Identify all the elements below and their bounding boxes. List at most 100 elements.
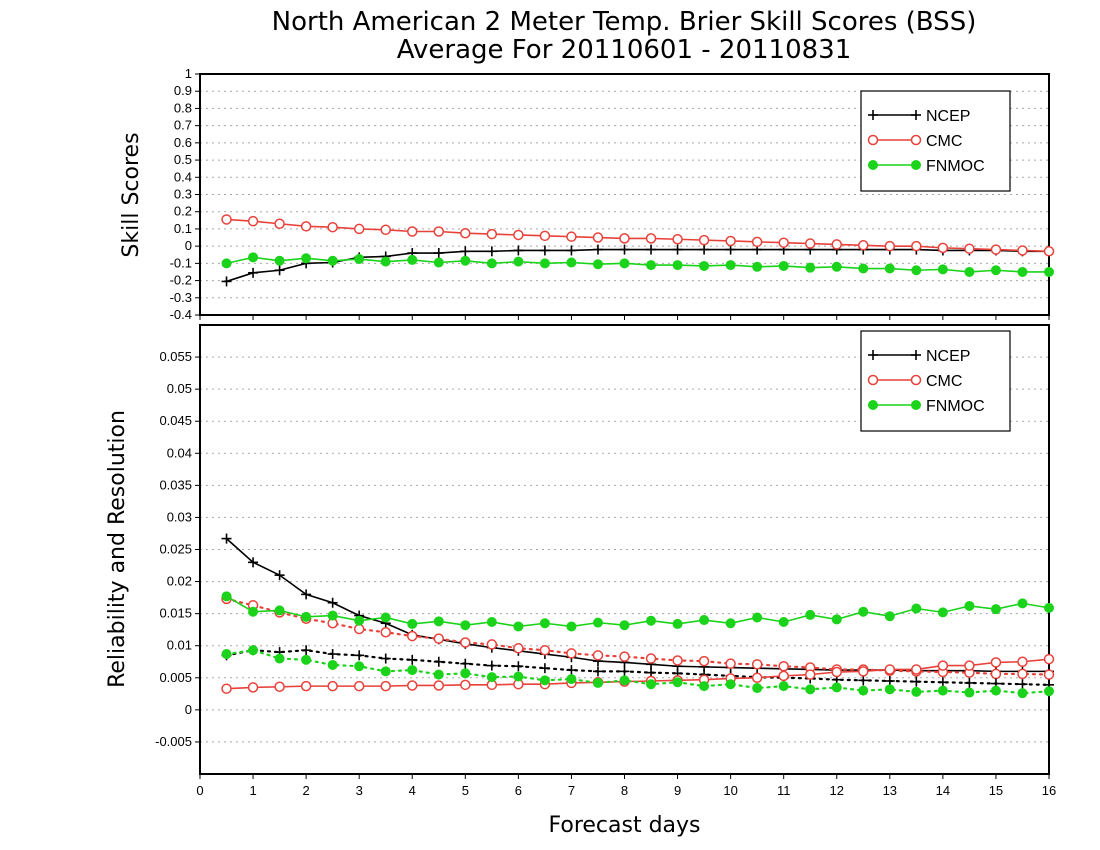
data-point-fnmoc [699, 681, 710, 692]
data-point-cmc [751, 659, 763, 670]
x-tick-label: 9 [674, 783, 681, 798]
data-point-fnmoc [619, 675, 630, 686]
data-point-cmc [221, 683, 232, 694]
legend-label-cmc: CMC [926, 373, 962, 390]
data-point-ncep [460, 658, 471, 669]
data-point-fnmoc [672, 677, 683, 688]
data-point-cmc [513, 229, 524, 241]
data-point-fnmoc [433, 616, 444, 627]
data-point-ncep [301, 589, 312, 600]
data-point-cmc [698, 655, 710, 667]
data-point-fnmoc [248, 645, 259, 656]
data-point-fnmoc [221, 649, 232, 660]
y-tick-label: 0.045 [159, 413, 192, 428]
data-point-fnmoc [433, 669, 444, 680]
data-point-ncep [407, 654, 418, 665]
data-point-fnmoc [805, 684, 816, 695]
legend-marker [910, 134, 922, 146]
data-point-fnmoc [990, 685, 1001, 696]
data-point-cmc [486, 228, 498, 240]
x-tick-label: 6 [515, 783, 522, 798]
data-point-cmc [380, 680, 391, 692]
data-point-fnmoc [539, 618, 550, 629]
data-point-fnmoc [301, 253, 312, 264]
data-point-fnmoc [805, 262, 816, 273]
data-point-cmc [990, 657, 1002, 668]
data-point-cmc [990, 244, 1002, 255]
data-point-ncep [646, 244, 657, 255]
data-point-fnmoc [646, 615, 657, 626]
data-point-fnmoc [911, 686, 922, 697]
data-point-cmc [990, 668, 1002, 680]
data-point-ncep [858, 675, 869, 686]
data-point-cmc [300, 221, 312, 232]
data-point-fnmoc [937, 607, 948, 618]
data-point-ncep [725, 244, 736, 255]
data-point-fnmoc [354, 615, 365, 626]
data-point-cmc [964, 660, 975, 671]
data-point-cmc [831, 666, 842, 678]
data-point-fnmoc [1044, 602, 1054, 613]
legend-marker [868, 160, 878, 170]
data-point-cmc [751, 672, 763, 684]
data-point-ncep [619, 244, 630, 255]
data-point-fnmoc [831, 261, 842, 272]
data-point-ncep [513, 245, 524, 256]
data-point-ncep [619, 666, 630, 677]
y-axis-label: Skill Scores [119, 132, 144, 257]
data-point-cmc [1043, 669, 1055, 680]
data-point-fnmoc [990, 265, 1001, 276]
data-point-ncep [911, 676, 922, 687]
data-point-cmc [327, 680, 338, 692]
data-point-fnmoc [1017, 266, 1028, 277]
data-point-fnmoc [433, 257, 444, 268]
data-point-fnmoc [460, 668, 471, 679]
data-point-fnmoc [513, 621, 524, 632]
data-point-fnmoc [274, 605, 285, 616]
data-point-cmc [247, 682, 259, 693]
data-point-fnmoc [911, 603, 922, 614]
data-point-cmc [751, 236, 763, 248]
data-point-fnmoc [380, 256, 391, 267]
data-point-fnmoc [619, 620, 630, 631]
legend-marker [867, 134, 879, 146]
data-point-ncep [539, 663, 550, 674]
data-point-cmc [937, 660, 949, 671]
data-point-cmc [433, 680, 445, 691]
data-point-fnmoc [831, 614, 842, 625]
data-point-ncep [354, 650, 365, 661]
data-point-fnmoc [327, 659, 338, 670]
y-tick-label: 0.4 [174, 169, 192, 184]
y-tick-label: 0.03 [167, 509, 192, 524]
data-point-cmc [911, 240, 922, 252]
data-point-fnmoc [990, 604, 1001, 615]
data-point-fnmoc [725, 679, 736, 690]
data-point-cmc [300, 680, 312, 692]
data-point-cmc [911, 664, 922, 675]
data-point-cmc [858, 666, 869, 677]
data-point-fnmoc [1044, 686, 1054, 697]
legend-label-ncep: NCEP [926, 108, 970, 125]
y-tick-label: 0.5 [174, 152, 192, 167]
y-tick-label: 0.015 [159, 606, 192, 621]
data-point-fnmoc [1017, 598, 1028, 609]
data-point-fnmoc [699, 260, 710, 271]
data-point-ncep [274, 265, 285, 276]
data-point-ncep [274, 570, 285, 581]
data-point-fnmoc [752, 612, 763, 623]
data-point-ncep [486, 660, 497, 671]
data-point-fnmoc [486, 258, 497, 269]
y-tick-label: 0.04 [167, 445, 192, 460]
series-ncep-resolution-line [225, 537, 1049, 673]
data-point-ncep [566, 245, 577, 256]
legend-label-fnmoc: FNMOC [926, 158, 985, 175]
x-tick-label: 4 [409, 783, 416, 798]
data-point-fnmoc [592, 259, 603, 270]
data-point-cmc [486, 639, 498, 650]
data-point-cmc [407, 680, 418, 691]
data-point-cmc [725, 235, 736, 247]
data-point-cmc [592, 650, 604, 661]
data-point-cmc [619, 651, 630, 662]
legend: NCEP CMC FNMOC [860, 330, 1011, 432]
